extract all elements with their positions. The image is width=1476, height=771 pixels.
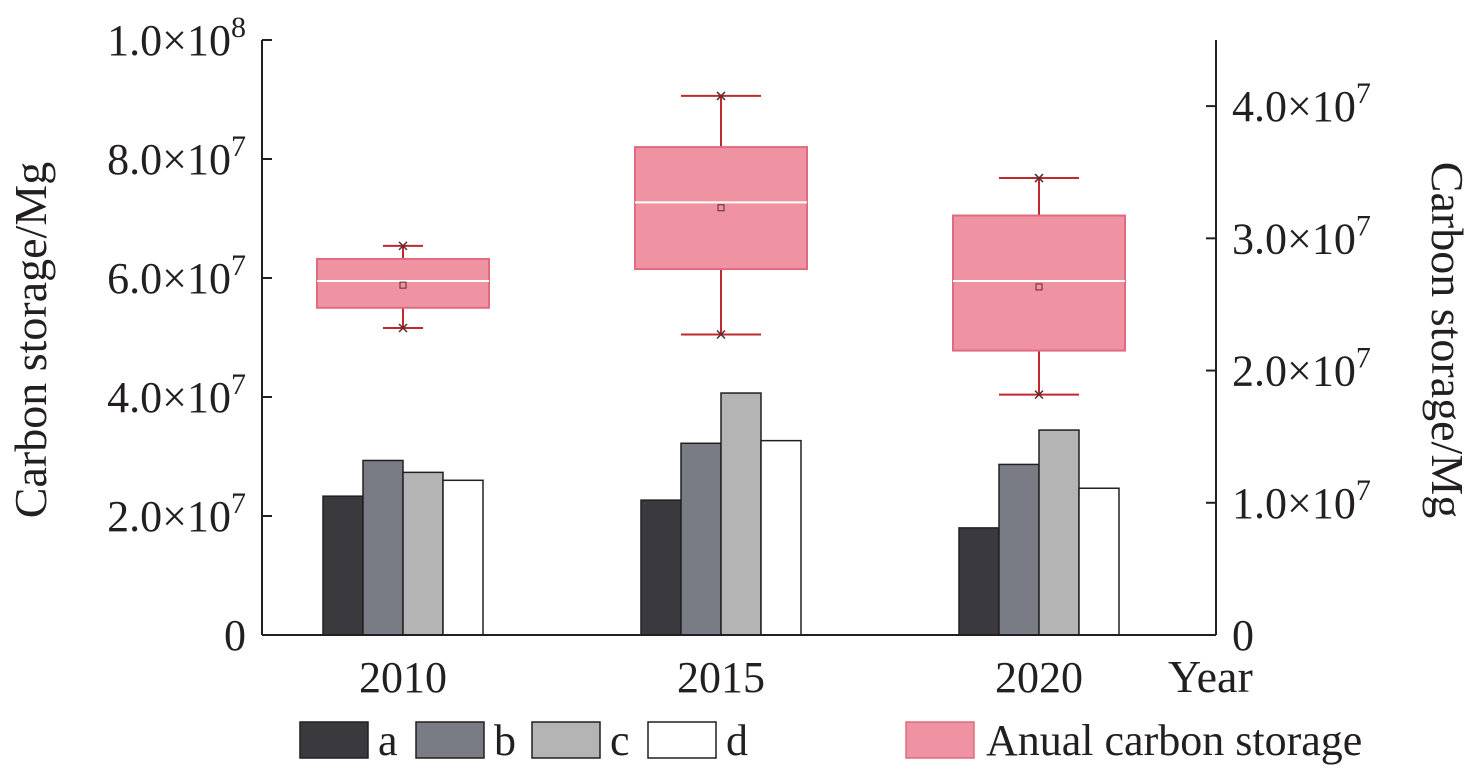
y-right-tick-label-exponent: 7 bbox=[1356, 77, 1371, 110]
bars-layer bbox=[322, 392, 1120, 636]
legend-label-boxplot: Anual carbon storage bbox=[986, 716, 1362, 765]
y-right-tick-label-exponent: 7 bbox=[1356, 474, 1371, 507]
y-right-tick-label-main: 2.0×10 bbox=[1232, 347, 1356, 396]
bar-b-2010 bbox=[362, 459, 404, 636]
boxplot-extreme-marker bbox=[1034, 390, 1044, 400]
legend-swatch-d bbox=[647, 721, 717, 759]
y-right-tick-label-exponent: 7 bbox=[1356, 342, 1371, 375]
bar-d-2010 bbox=[442, 479, 484, 636]
bar-b-2020 bbox=[998, 463, 1040, 636]
y-left-tick-label-exponent: 7 bbox=[231, 368, 246, 401]
legend-label-c: c bbox=[610, 716, 630, 765]
y-right-tick-label-main: 1.0×10 bbox=[1232, 479, 1356, 528]
bar-c-2010 bbox=[402, 471, 444, 636]
legend-label-a: a bbox=[378, 716, 398, 765]
boxplot-layer bbox=[316, 91, 1126, 400]
boxplot-extreme-marker bbox=[398, 323, 408, 333]
y-right-tick-label: 2.0×107 bbox=[1232, 342, 1371, 396]
y-left-tick-label-main: 2.0×10 bbox=[107, 492, 231, 541]
boxplot-extreme-marker bbox=[1034, 173, 1044, 183]
y-right-tick-label: 4.0×107 bbox=[1232, 77, 1371, 131]
boxplot-extreme-marker bbox=[398, 241, 408, 251]
y-left-tick-label-main: 1.0×10 bbox=[107, 16, 231, 65]
boxplot-extreme-marker bbox=[716, 329, 726, 340]
y-axis-left-title: Carbon storage/Mg bbox=[5, 162, 56, 518]
y-right-tick-label-exponent: 7 bbox=[1356, 209, 1371, 242]
bar-a-2020 bbox=[958, 527, 1000, 636]
y-right-tick-label: 3.0×107 bbox=[1232, 209, 1371, 263]
boxplot-mean-marker bbox=[717, 204, 725, 212]
y-left-tick-label: 2.0×107 bbox=[107, 487, 246, 541]
y-left-tick-label: 8.0×107 bbox=[107, 130, 246, 184]
legend-label-d: d bbox=[726, 716, 748, 765]
bar-b-2015 bbox=[680, 442, 722, 636]
legend-swatch-c bbox=[531, 721, 601, 759]
y-left-tick-label: 0 bbox=[224, 611, 246, 660]
legend-swatch-a bbox=[299, 721, 369, 759]
y-left-tick-label: 1.0×108 bbox=[107, 11, 246, 65]
y-right-tick-label-main: 4.0×10 bbox=[1232, 82, 1356, 131]
legend-swatch-b bbox=[415, 721, 485, 759]
y-left-tick-label-exponent: 8 bbox=[231, 11, 246, 44]
y-left-tick-label: 6.0×107 bbox=[107, 249, 246, 303]
boxplot-mean-marker bbox=[1035, 283, 1043, 291]
y-right-tick-label-main: 0 bbox=[1232, 611, 1254, 660]
boxplot-box-2020 bbox=[952, 214, 1126, 352]
y-right-tick-label: 1.0×107 bbox=[1232, 474, 1371, 528]
boxplot-box-2015 bbox=[634, 146, 808, 271]
bar-d-2020 bbox=[1078, 487, 1120, 636]
boxplot-box-2010 bbox=[316, 257, 490, 309]
y-right-tick-label: 0 bbox=[1232, 611, 1254, 660]
bar-a-2010 bbox=[322, 495, 364, 636]
y-left-tick-label-exponent: 7 bbox=[231, 130, 246, 163]
y-left-tick-label-exponent: 7 bbox=[231, 487, 246, 520]
x-tick-label: 2010 bbox=[359, 653, 447, 702]
legend: a b c d Anual carbon storage bbox=[299, 716, 1362, 765]
y-right-tick-label-main: 3.0×10 bbox=[1232, 214, 1356, 263]
legend-label-b: b bbox=[494, 716, 516, 765]
y-left-tick-label-main: 4.0×10 bbox=[107, 373, 231, 422]
bar-d-2015 bbox=[760, 439, 802, 636]
x-tick-label: 2015 bbox=[677, 653, 765, 702]
y-left-tick-label-main: 8.0×10 bbox=[107, 135, 231, 184]
y-left-tick-label-exponent: 7 bbox=[231, 249, 246, 282]
bar-c-2015 bbox=[720, 392, 762, 636]
bar-a-2015 bbox=[640, 499, 682, 636]
bar-c-2020 bbox=[1038, 429, 1080, 636]
y-left-tick-label: 4.0×107 bbox=[107, 368, 246, 422]
x-tick-label: 2020 bbox=[995, 653, 1083, 702]
y-axis-right-title: Carbon storage/Mg bbox=[1422, 162, 1473, 518]
boxplot-mean-marker bbox=[399, 281, 407, 289]
y-left-tick-label-main: 6.0×10 bbox=[107, 254, 231, 303]
y-left-tick-label-main: 0 bbox=[224, 611, 246, 660]
axes-layer: 02.0×1074.0×1076.0×1078.0×1071.0×10801.0… bbox=[107, 11, 1371, 702]
boxplot-extreme-marker bbox=[716, 91, 726, 101]
legend-swatch-boxplot bbox=[905, 721, 975, 759]
x-axis-title: Year bbox=[1168, 651, 1253, 702]
